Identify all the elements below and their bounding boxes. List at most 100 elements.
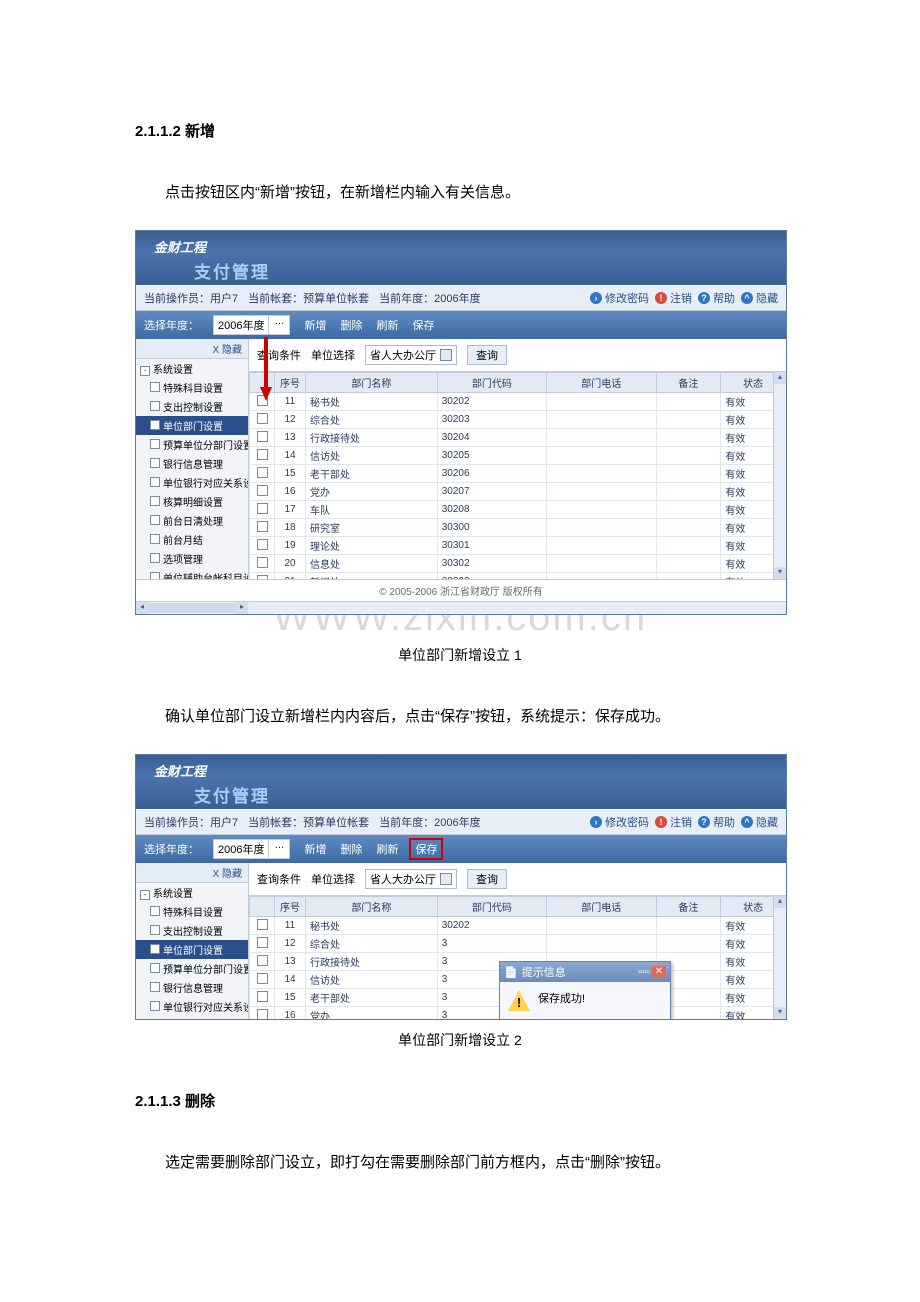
tree-item[interactable]: 银行信息管理: [136, 978, 248, 997]
year-select[interactable]: 2006年度: [213, 839, 269, 859]
refresh-button[interactable]: 刷新: [376, 317, 398, 333]
year-value: 2006年度: [434, 290, 480, 306]
table-row[interactable]: 14信访处30205有效: [250, 447, 786, 465]
tree: -系统设置 特殊科目设置支出控制设置单位部门设置预算单位分部门设置银行信息管理单…: [136, 359, 248, 579]
caption-2: 单位部门新增设立 2: [135, 1030, 785, 1050]
help-icon: ?: [698, 292, 710, 304]
tree-item[interactable]: 特殊科目设置: [136, 378, 248, 397]
table-row[interactable]: 21新闻处30303有效: [250, 573, 786, 580]
link-logout[interactable]: !注销: [655, 290, 692, 306]
table-row[interactable]: 15老干部处30206有效: [250, 465, 786, 483]
tree-item[interactable]: 核算明细设置: [136, 492, 248, 511]
tree-item[interactable]: 银行信息管理: [136, 454, 248, 473]
operator-value: 用户7: [210, 814, 238, 830]
table-row[interactable]: 19理论处30301有效: [250, 537, 786, 555]
section-heading-delete: 2.1.1.3 删除: [135, 1090, 785, 1111]
tree-item[interactable]: 单位辅助台帐科目设置: [136, 568, 248, 579]
tree: -系统设置 特殊科目设置支出控制设置单位部门设置预算单位分部门设置银行信息管理单…: [136, 883, 248, 1019]
table-row[interactable]: 11秘书处30202有效: [250, 917, 786, 935]
screenshot-2: 金财工程 支付管理 当前操作员： 用户7 当前帐套： 预算单位帐套 当前年度： …: [135, 754, 785, 1020]
search-cond-label: 查询条件: [257, 871, 301, 887]
account-value: 预算单位帐套: [303, 290, 369, 306]
year-picker-button[interactable]: …: [269, 315, 290, 335]
app-body: X 隐藏 -系统设置 特殊科目设置支出控制设置单位部门设置预算单位分部门设置银行…: [136, 339, 786, 579]
search-button[interactable]: 查询: [467, 345, 507, 365]
add-button[interactable]: 新增: [304, 841, 326, 857]
sidebar-hide[interactable]: X 隐藏: [136, 339, 248, 359]
tree-root[interactable]: -系统设置: [136, 883, 248, 902]
footer: © 2005-2006 浙江省财政厅 版权所有: [136, 579, 786, 601]
table-row[interactable]: 16党办30207有效: [250, 483, 786, 501]
dialog-doc-icon: 📄: [504, 966, 518, 979]
scroll-down-icon[interactable]: ▾: [774, 567, 786, 579]
table-row[interactable]: 18研究室30300有效: [250, 519, 786, 537]
tree-item[interactable]: 单位部门设置: [136, 940, 248, 959]
app-title-2: 支付管理: [154, 782, 776, 807]
link-hide[interactable]: ^隐藏: [741, 290, 778, 306]
vertical-scrollbar[interactable]: ▴▾: [773, 372, 786, 579]
save-button[interactable]: 保存: [412, 841, 440, 857]
tree-item[interactable]: 预算单位分部门设置: [136, 435, 248, 454]
arrow-icon: ›: [590, 292, 602, 304]
unit-select-field[interactable]: 省人大办公厅: [365, 345, 457, 365]
table-row[interactable]: 17车队30208有效: [250, 501, 786, 519]
table-row[interactable]: 11秘书处30202有效: [250, 393, 786, 411]
section-heading-add: 2.1.1.2 新增: [135, 120, 785, 141]
tree-item[interactable]: 支出控制设置: [136, 397, 248, 416]
link-help[interactable]: ?帮助: [698, 814, 735, 830]
dialog-titlebar: 📄提示信息 ▫▫▫✕: [500, 962, 670, 982]
refresh-button[interactable]: 刷新: [376, 841, 398, 857]
table-row[interactable]: 12综合处30203有效: [250, 411, 786, 429]
link-change-password[interactable]: ›修改密码: [590, 814, 649, 830]
table-row[interactable]: 20信息处30302有效: [250, 555, 786, 573]
tree-item[interactable]: 前台日清处理: [136, 511, 248, 530]
toolbar-year-label: 选择年度：: [144, 317, 199, 333]
add-button[interactable]: 新增: [304, 317, 326, 333]
app-window-1: 金财工程 支付管理 当前操作员： 用户7 当前帐套： 预算单位帐套 当前年度： …: [135, 230, 787, 615]
info-bar: 当前操作员： 用户7 当前帐套： 预算单位帐套 当前年度： 2006年度 ›修改…: [136, 809, 786, 835]
message-dialog: 📄提示信息 ▫▫▫✕ ! 保存成功! ▸ 显示详情… 确 定: [499, 961, 671, 1019]
table-row[interactable]: 12综合处3有效: [250, 935, 786, 953]
link-hide[interactable]: ^隐藏: [741, 814, 778, 830]
delete-button[interactable]: 删除: [340, 841, 362, 857]
sidebar: X 隐藏 -系统设置 特殊科目设置支出控制设置单位部门设置预算单位分部门设置银行…: [136, 863, 249, 1019]
tree-item[interactable]: 预算单位分部门设置: [136, 959, 248, 978]
app-body: X 隐藏 -系统设置 特殊科目设置支出控制设置单位部门设置预算单位分部门设置银行…: [136, 863, 786, 1019]
tree-root[interactable]: -系统设置: [136, 359, 248, 378]
link-change-password[interactable]: ›修改密码: [590, 290, 649, 306]
search-bar: 查询条件 单位选择 省人大办公厅 查询: [249, 339, 786, 372]
app-title-2: 支付管理: [154, 258, 776, 283]
tree-item[interactable]: 特殊科目设置: [136, 902, 248, 921]
account-label: 当前帐套：: [248, 290, 303, 306]
dropdown-icon: [440, 349, 452, 361]
search-bar: 查询条件 单位选择 省人大办公厅 查询: [249, 863, 786, 896]
tree-item[interactable]: 核算明细设置: [136, 1016, 248, 1019]
search-button[interactable]: 查询: [467, 869, 507, 889]
table-row[interactable]: 13行政接待处30204有效: [250, 429, 786, 447]
unit-select-label: 单位选择: [311, 871, 355, 887]
dialog-title-text: 提示信息: [522, 964, 566, 980]
app-header: 金财工程 支付管理: [136, 231, 786, 285]
delete-button[interactable]: 删除: [340, 317, 362, 333]
toolbar-year-label: 选择年度：: [144, 841, 199, 857]
tree-item[interactable]: 单位银行对应关系设置: [136, 997, 248, 1016]
operator-label: 当前操作员：: [144, 814, 210, 830]
year-select[interactable]: 2006年度: [213, 315, 269, 335]
vertical-scrollbar[interactable]: ▴▾: [773, 896, 786, 1019]
tree-item[interactable]: 前台月结: [136, 530, 248, 549]
link-help[interactable]: ?帮助: [698, 290, 735, 306]
link-logout[interactable]: !注销: [655, 814, 692, 830]
unit-select-field[interactable]: 省人大办公厅: [365, 869, 457, 889]
horizontal-scrollbar[interactable]: ◂▸: [136, 601, 786, 614]
tree-item[interactable]: 支出控制设置: [136, 921, 248, 940]
dialog-message: 保存成功!: [538, 990, 585, 1006]
tree-item[interactable]: 单位银行对应关系设置: [136, 473, 248, 492]
document-page: 2.1.1.2 新增 点击按钮区内“新增”按钮，在新增栏内输入有关信息。 金财工…: [0, 0, 920, 1260]
scroll-up-icon[interactable]: ▴: [774, 372, 786, 384]
tree-item[interactable]: 选项管理: [136, 549, 248, 568]
save-button[interactable]: 保存: [412, 317, 434, 333]
tree-item[interactable]: 单位部门设置: [136, 416, 248, 435]
dialog-close-button[interactable]: ✕: [652, 966, 666, 978]
year-picker-button[interactable]: …: [269, 839, 290, 859]
sidebar-hide[interactable]: X 隐藏: [136, 863, 248, 883]
